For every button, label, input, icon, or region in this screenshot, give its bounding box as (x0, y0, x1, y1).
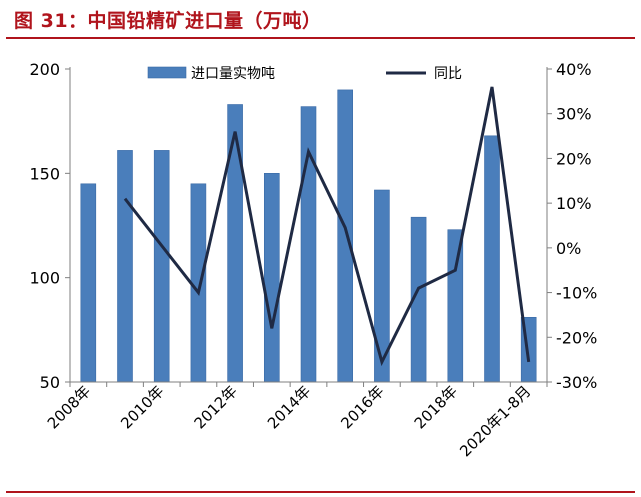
title-rule (6, 37, 635, 39)
x-tick-label: 2018年 (411, 382, 461, 432)
legend: 进口量实物吨 同比 (147, 66, 462, 82)
x-tick-label: 2020年1-8月 (456, 382, 534, 460)
x-tick-label: 2016年 (337, 382, 387, 432)
right-tick-label: 20% (556, 149, 592, 168)
right-tick-label: 40% (556, 60, 592, 79)
bar-2010年 (153, 150, 170, 383)
bar-2013年 (263, 173, 280, 383)
line-layer (123, 86, 531, 367)
left-tick-label: 150 (29, 164, 60, 183)
legend-bar-label: 进口量实物吨 (191, 66, 275, 82)
right-tick-label: -10% (556, 284, 597, 303)
legend-line-label: 同比 (434, 66, 462, 82)
bar-2011年 (190, 183, 207, 383)
bars-layer (80, 89, 537, 383)
bar-2014年 (300, 106, 317, 383)
legend-bar-swatch (147, 66, 187, 79)
bar-2018年 (447, 229, 464, 383)
left-tick-label: 100 (29, 269, 60, 288)
yoy-line (123, 86, 531, 367)
x-tick-label: 2012年 (191, 382, 241, 432)
bar-2019年 (484, 135, 500, 383)
bar-2009年 (117, 150, 133, 383)
right-tick-label: -20% (556, 328, 597, 347)
left-tick-label: 200 (29, 60, 60, 79)
x-tick-label: 2010年 (117, 382, 167, 432)
bar-2008年 (80, 183, 97, 383)
chart-title: 图 31：中国铅精矿进口量（万吨） (14, 10, 322, 32)
right-tick-label: 0% (556, 239, 581, 258)
left-tick-label: 50 (40, 373, 60, 392)
right-tick-label: 30% (556, 105, 592, 124)
right-tick-label: -30% (556, 373, 597, 392)
x-tick-label: 2014年 (264, 382, 314, 432)
bar-2015年 (337, 89, 354, 383)
right-tick-label: 10% (556, 194, 592, 213)
bar-2012年 (227, 104, 243, 383)
bottom-rule (6, 491, 635, 493)
